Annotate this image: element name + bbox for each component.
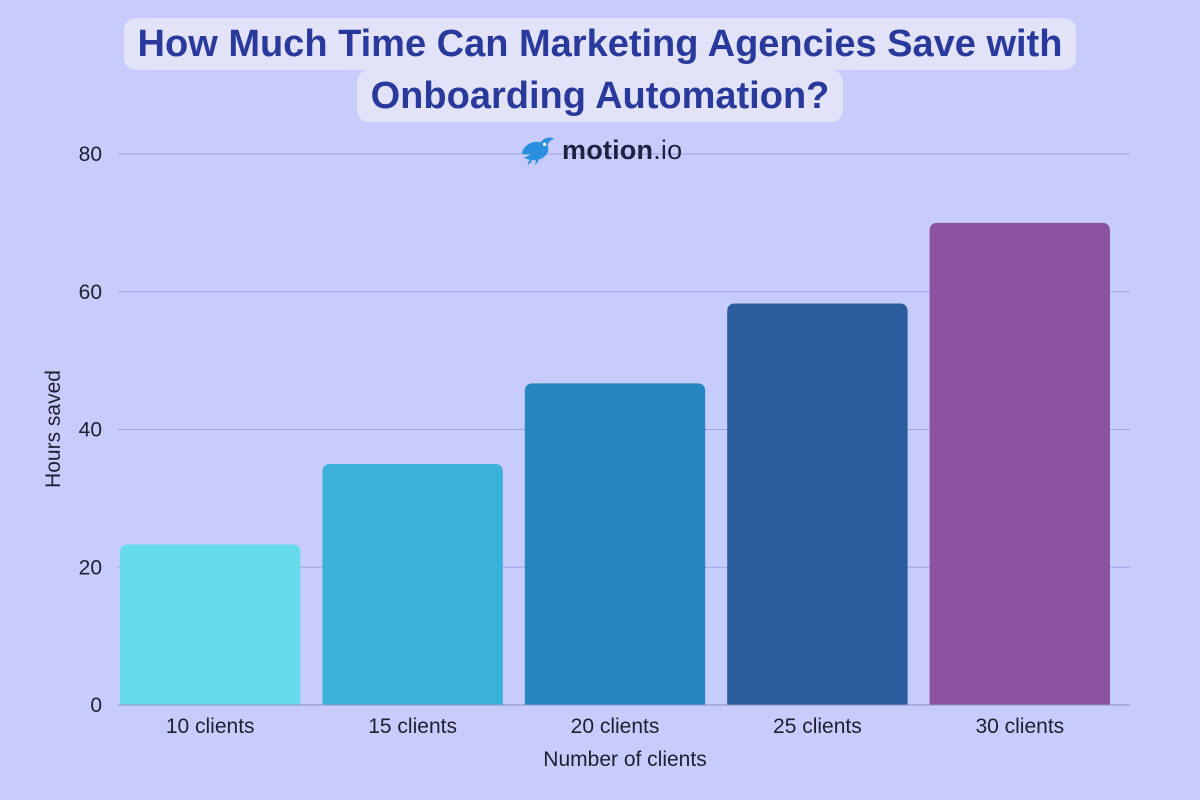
bird-logo-icon [521, 137, 555, 166]
y-axis-ticks: 0 20 40 60 80 [79, 143, 102, 717]
x-tick-label: 30 clients [975, 715, 1064, 738]
x-tick-label: 10 clients [166, 715, 255, 738]
y-tick-label: 60 [79, 281, 102, 304]
bars [120, 222, 1110, 705]
x-tick-label: 20 clients [571, 715, 660, 738]
x-axis-ticks: 10 clients 15 clients 20 clients 25 clients… [166, 715, 1064, 738]
y-tick-label: 40 [79, 419, 102, 442]
x-tick-label: 15 clients [368, 715, 457, 738]
y-tick-label: 20 [79, 556, 102, 579]
x-axis-title: Number of clients [543, 748, 706, 771]
bar-20-clients [524, 383, 706, 705]
bar-25-clients [727, 303, 908, 705]
bar-15-clients [322, 463, 503, 705]
brand-name: motion [562, 134, 654, 165]
bar-10-clients [120, 544, 301, 705]
brand-logo: motion.io [518, 132, 682, 168]
y-tick-label: 0 [90, 694, 102, 717]
chart-title: How Much Time Can Marketing Agencies Sav… [0, 18, 1200, 122]
x-tick-label: 25 clients [773, 715, 862, 738]
bar-30-clients [929, 222, 1110, 705]
y-axis-title: Hours saved [42, 370, 65, 488]
title-line-1: How Much Time Can Marketing Agencies Sav… [123, 18, 1077, 70]
brand-tld: .io [653, 134, 683, 165]
y-tick-label: 80 [79, 143, 102, 166]
title-line-2: Onboarding Automation? [356, 70, 844, 122]
